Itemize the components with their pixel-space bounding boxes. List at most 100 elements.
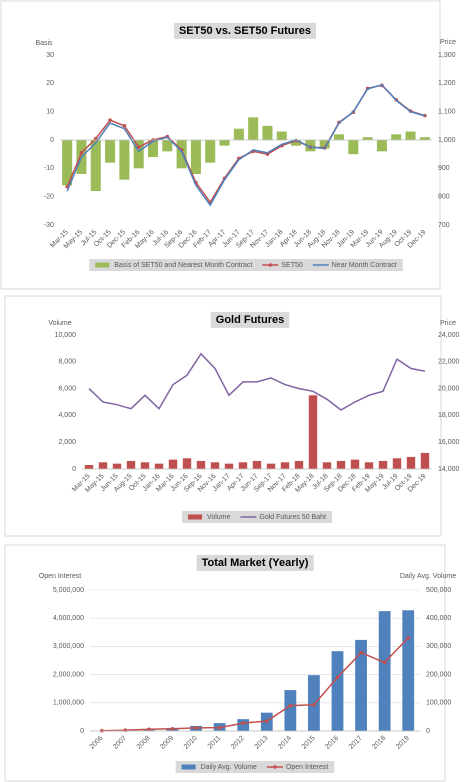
y2-tick-label: 18,000 xyxy=(438,412,460,419)
bar xyxy=(233,128,244,140)
bar xyxy=(284,690,297,731)
y-tick-label: -20 xyxy=(44,194,54,201)
legend-label: Daily Avg. Volume xyxy=(201,764,257,771)
bar xyxy=(336,460,346,469)
marker xyxy=(108,118,112,122)
y-tick-label: 10 xyxy=(46,109,54,116)
legend-label: Volume xyxy=(207,514,230,521)
bar xyxy=(391,134,402,140)
y-tick-label: 2,000,000 xyxy=(53,671,84,678)
bar xyxy=(237,719,250,731)
bar xyxy=(406,456,416,469)
legend-item: Daily Avg. Volume xyxy=(181,764,257,771)
line xyxy=(88,352,426,411)
bar xyxy=(392,458,402,469)
legend-swatch xyxy=(188,514,203,520)
legend-item: SET50 xyxy=(262,262,303,269)
y2-tick-label: 1,300 xyxy=(438,52,456,59)
panel xyxy=(4,295,442,537)
bar xyxy=(205,140,216,163)
y-tick-label: 4,000,000 xyxy=(53,615,84,622)
marker xyxy=(264,719,269,723)
marker xyxy=(335,675,340,680)
bar xyxy=(190,140,201,174)
legend-label: Gold Futures 50 Baht xyxy=(259,514,326,521)
bar xyxy=(420,452,430,469)
marker xyxy=(194,726,198,730)
y-tick-label: 1,000,000 xyxy=(53,700,84,707)
y2-tick-label: 14,000 xyxy=(438,466,460,473)
bar xyxy=(355,639,367,731)
bar xyxy=(262,125,273,140)
marker xyxy=(241,721,246,725)
y-tick-label: 0 xyxy=(80,728,84,735)
legend: Basis of SET50 and Nearest Month Contrac… xyxy=(89,259,403,271)
y-axis-label: Basis xyxy=(35,40,53,47)
title-box xyxy=(196,554,314,571)
legend-label: SET50 xyxy=(281,262,303,269)
marker xyxy=(406,636,411,640)
y-tick-label: 0 xyxy=(72,466,76,473)
bar xyxy=(280,462,290,469)
marker xyxy=(359,650,363,655)
bar xyxy=(331,651,344,731)
bar xyxy=(219,140,230,146)
y-tick-label: 2,000 xyxy=(58,439,76,446)
y-tick-label: 0 xyxy=(50,137,54,144)
bar xyxy=(133,140,144,169)
y2-tick-label: 700 xyxy=(438,222,450,229)
y-tick-label: 30 xyxy=(46,52,54,59)
y2-tick-label: 1,200 xyxy=(438,80,456,87)
y-tick-label: -10 xyxy=(44,165,54,172)
y2-tick-label: 500,000 xyxy=(426,587,451,594)
bar xyxy=(176,140,187,169)
marker xyxy=(217,725,222,730)
y-axis-label: Volume xyxy=(48,320,71,327)
bar xyxy=(322,462,332,469)
bar xyxy=(126,460,136,469)
marker xyxy=(79,150,84,155)
bar xyxy=(248,117,259,140)
y-tick-label: -30 xyxy=(44,222,54,229)
chart-title: Gold Futures xyxy=(216,314,284,326)
y2-axis-label: Daily Avg. Volume xyxy=(400,573,456,580)
bar xyxy=(210,462,220,469)
bar xyxy=(376,140,387,152)
bar xyxy=(154,463,164,469)
y2-tick-label: 22,000 xyxy=(438,359,460,366)
bar xyxy=(308,395,318,469)
bar xyxy=(252,460,262,469)
marker xyxy=(288,703,293,708)
bar xyxy=(364,462,374,469)
bar xyxy=(196,460,206,469)
marker xyxy=(136,145,141,149)
bar xyxy=(98,462,108,469)
legend-item: Gold Futures 50 Baht xyxy=(240,514,326,521)
y2-tick-label: 16,000 xyxy=(438,439,460,446)
panel xyxy=(4,544,446,782)
marker xyxy=(147,727,151,732)
y-axis-label: Open Interest xyxy=(39,573,81,580)
marker xyxy=(122,124,127,128)
y2-axis-label: Price xyxy=(440,39,456,46)
legend-label: Basis of SET50 and Nearest Month Contrac… xyxy=(114,262,252,269)
bar xyxy=(333,134,345,140)
bar xyxy=(119,140,130,180)
marker xyxy=(312,702,316,707)
bar xyxy=(112,463,122,469)
bar xyxy=(224,463,234,469)
y2-axis-label: Price xyxy=(440,320,456,327)
bar xyxy=(405,131,416,140)
bar xyxy=(90,140,101,191)
marker xyxy=(93,136,98,141)
legend-label: Near Month Contract xyxy=(332,262,397,269)
y-tick-label: 4,000 xyxy=(58,412,76,419)
line xyxy=(101,637,409,732)
bar xyxy=(378,611,391,731)
y-tick-label: 6,000 xyxy=(58,385,76,392)
legend-item: Basis of SET50 and Nearest Month Contrac… xyxy=(95,262,252,269)
legend-box xyxy=(175,761,335,773)
y2-tick-label: 200,000 xyxy=(426,671,451,678)
